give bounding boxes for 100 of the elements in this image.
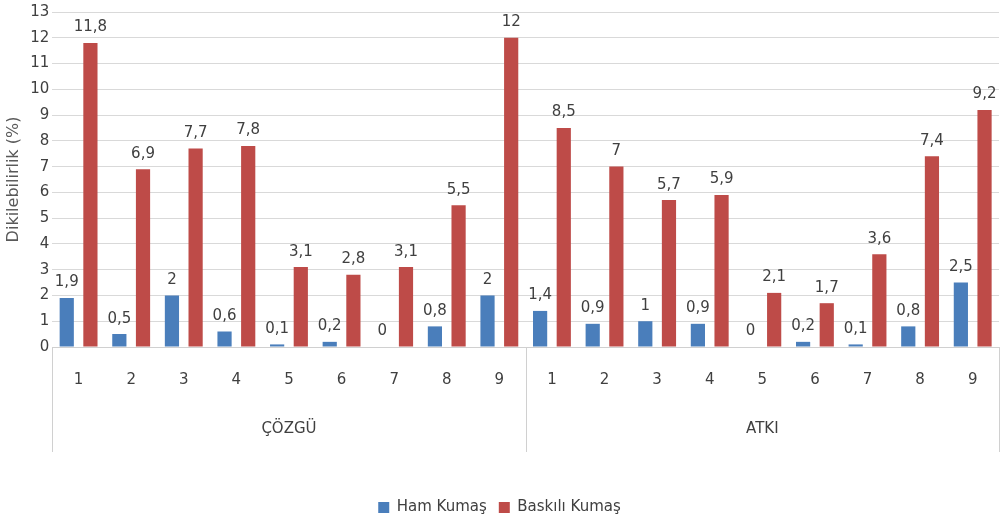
y-tick-label: 8 bbox=[39, 130, 50, 149]
data-label: 0,9 bbox=[580, 298, 605, 317]
bar bbox=[795, 341, 811, 347]
data-label: 1,4 bbox=[528, 285, 553, 304]
data-label: 1 bbox=[640, 295, 651, 314]
bar bbox=[293, 267, 308, 347]
x-tick-label: 8 bbox=[915, 369, 925, 388]
bar bbox=[661, 200, 677, 347]
y-tick-label: 3 bbox=[39, 259, 50, 278]
bar bbox=[427, 326, 443, 347]
bar bbox=[188, 148, 203, 347]
y-tick-label: 6 bbox=[39, 182, 50, 201]
bar bbox=[690, 323, 705, 347]
x-tick-label: 3 bbox=[652, 369, 662, 388]
data-label: 0,1 bbox=[265, 318, 290, 337]
data-label: 7,8 bbox=[236, 120, 261, 139]
bar bbox=[767, 292, 782, 347]
data-label: 0,5 bbox=[107, 308, 132, 327]
data-label: 2 bbox=[167, 269, 177, 288]
bar bbox=[112, 334, 127, 347]
data-label: 7 bbox=[611, 141, 622, 160]
bar bbox=[59, 298, 74, 347]
bar bbox=[953, 282, 968, 347]
y-tick-label: 5 bbox=[39, 208, 50, 227]
data-label: 2,5 bbox=[948, 256, 973, 275]
bar bbox=[533, 310, 548, 347]
x-tick-label: 7 bbox=[862, 369, 873, 388]
y-tick-label: 11 bbox=[30, 53, 50, 72]
legend-label: Baskılı Kumaş bbox=[517, 497, 621, 516]
bar bbox=[451, 205, 466, 347]
x-tick-label: 5 bbox=[757, 369, 768, 388]
data-label: 7,4 bbox=[920, 130, 944, 149]
data-label: 9,2 bbox=[972, 84, 997, 103]
data-label: 12 bbox=[501, 12, 521, 31]
data-label: 1,7 bbox=[814, 277, 839, 296]
data-label: 2,8 bbox=[341, 249, 366, 268]
bar bbox=[480, 295, 495, 347]
data-label: 7,7 bbox=[183, 122, 208, 141]
x-tick-label: 9 bbox=[967, 369, 978, 388]
x-tick-label: 1 bbox=[547, 369, 557, 388]
bar bbox=[714, 194, 729, 347]
x-tick-label: 9 bbox=[494, 369, 505, 388]
bar bbox=[504, 37, 519, 347]
data-label: 3,6 bbox=[867, 228, 892, 247]
bar bbox=[556, 127, 571, 347]
bar bbox=[135, 169, 151, 347]
data-label: 1,9 bbox=[54, 272, 79, 291]
bar bbox=[83, 42, 98, 347]
y-tick-label: 7 bbox=[39, 156, 50, 175]
data-label: 0,2 bbox=[791, 316, 816, 335]
data-label: 6,9 bbox=[131, 143, 155, 162]
y-tick-label: 1 bbox=[39, 311, 50, 330]
data-label: 5,7 bbox=[657, 174, 681, 193]
data-label: 0 bbox=[745, 321, 756, 340]
bar bbox=[848, 344, 863, 347]
data-label: 0,2 bbox=[317, 316, 342, 335]
x-tick-label: 2 bbox=[599, 369, 610, 388]
data-label: 3,1 bbox=[394, 241, 418, 260]
bar bbox=[609, 166, 624, 347]
legend-label: Ham Kumaş bbox=[396, 497, 487, 516]
y-tick-label: 9 bbox=[39, 104, 50, 123]
y-tick-label: 12 bbox=[30, 27, 50, 46]
x-tick-label: 6 bbox=[336, 369, 347, 388]
data-label: 0,8 bbox=[422, 300, 447, 319]
bar bbox=[638, 321, 653, 347]
data-label: 5,5 bbox=[446, 179, 471, 198]
x-tick-label: 8 bbox=[441, 369, 452, 388]
y-tick-label: 0 bbox=[39, 336, 50, 355]
x-tick-label: 3 bbox=[179, 369, 189, 388]
data-label: 11,8 bbox=[73, 17, 108, 36]
x-tick-label: 4 bbox=[704, 369, 715, 388]
x-tick-label: 2 bbox=[126, 369, 136, 388]
bar bbox=[901, 326, 916, 347]
x-tick-label: 6 bbox=[810, 369, 820, 388]
bar bbox=[398, 267, 414, 347]
bar bbox=[872, 254, 887, 347]
y-axis-title: Dikilebilirlik (%) bbox=[2, 116, 22, 243]
text: ÇÖZGÜ bbox=[261, 417, 317, 437]
bar bbox=[585, 323, 600, 347]
data-label: 3,1 bbox=[288, 241, 313, 260]
bar bbox=[217, 331, 232, 347]
bar bbox=[346, 274, 361, 347]
bar bbox=[819, 303, 834, 347]
data-label: 0,1 bbox=[843, 318, 868, 337]
x-tick-label: 1 bbox=[73, 369, 84, 388]
bar bbox=[924, 156, 940, 347]
data-label: 0,9 bbox=[685, 298, 710, 317]
data-label: 0,8 bbox=[896, 300, 921, 319]
bar bbox=[270, 344, 285, 347]
y-tick-label: 10 bbox=[30, 79, 50, 98]
data-label: 2 bbox=[482, 269, 493, 288]
y-tick-label: 2 bbox=[39, 285, 50, 304]
x-tick-label: 7 bbox=[389, 369, 399, 388]
data-label: 8,5 bbox=[551, 102, 576, 121]
data-label: 2,1 bbox=[762, 267, 787, 286]
data-label: 0 bbox=[377, 321, 388, 340]
y-tick-label: 4 bbox=[39, 233, 50, 252]
bar bbox=[241, 146, 256, 347]
y-tick-label: 13 bbox=[30, 1, 50, 20]
data-label: 0,6 bbox=[212, 305, 237, 324]
